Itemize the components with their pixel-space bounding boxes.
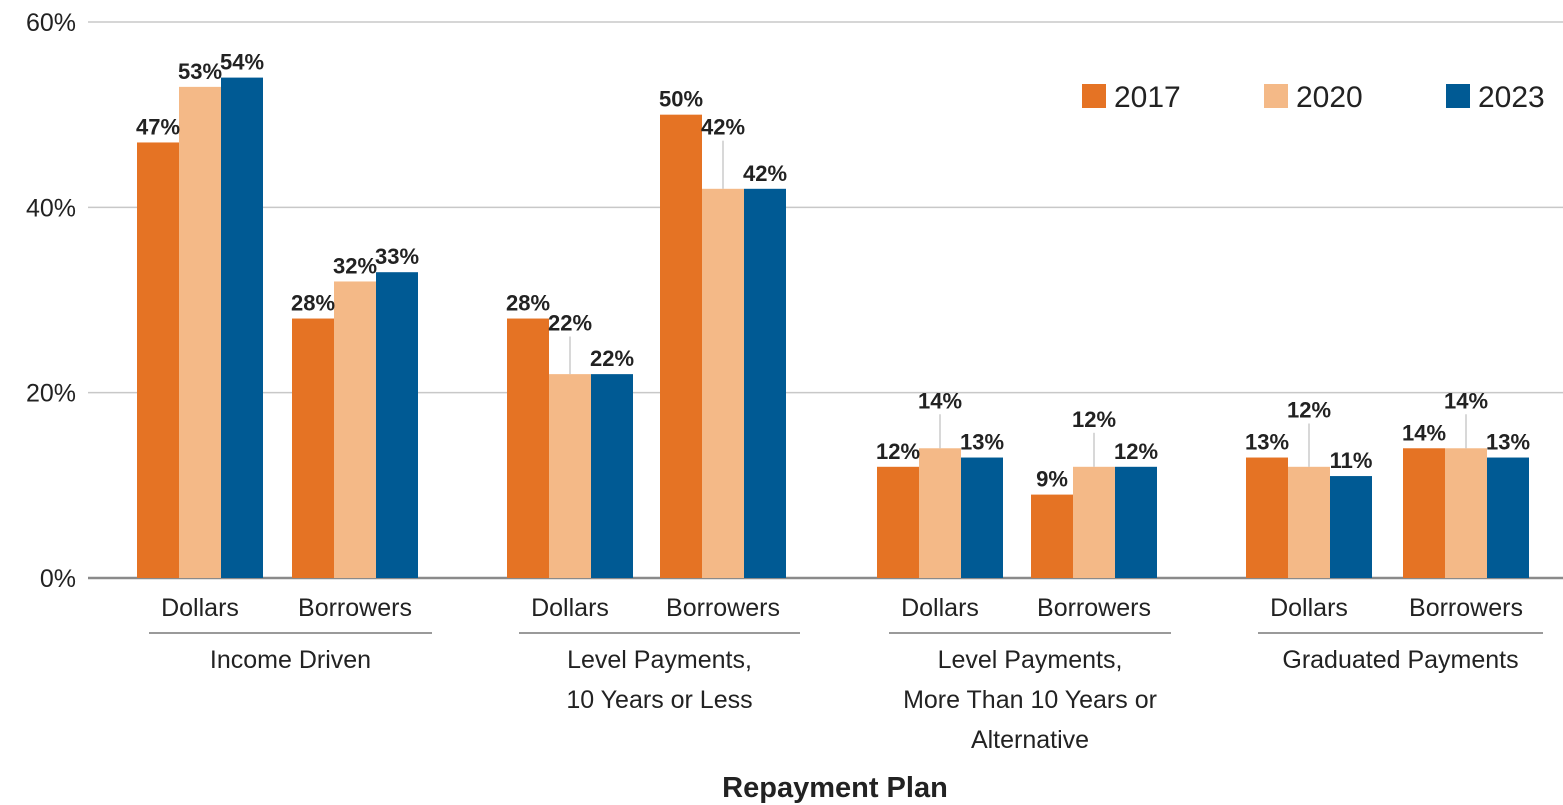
- bar-2017-dollars-g4: [1246, 457, 1288, 578]
- legend-swatch-2023: [1446, 84, 1470, 108]
- x-group-label: 10 Years or Less: [566, 686, 752, 714]
- y-tick-label: 0%: [40, 565, 76, 593]
- bar-2017-dollars-g1: [137, 142, 179, 578]
- x-subcategory-label: Dollars: [1270, 594, 1348, 622]
- bar-2023-dollars-g2: [591, 374, 633, 578]
- y-tick-label: 20%: [26, 380, 76, 408]
- data-label: 53%: [178, 59, 222, 84]
- data-label: 22%: [590, 346, 634, 371]
- x-group-label: More Than 10 Years or: [903, 686, 1157, 714]
- bar-2023-borrowers-g3: [1115, 466, 1157, 578]
- x-group-label: Income Driven: [210, 646, 371, 674]
- data-label: 50%: [659, 87, 703, 112]
- data-label: 12%: [1114, 439, 1158, 464]
- x-group-label: Level Payments,: [938, 646, 1123, 674]
- bar-2023-dollars-g4: [1330, 476, 1372, 578]
- x-subcategory-label: Dollars: [531, 594, 609, 622]
- x-group-label: Alternative: [971, 726, 1089, 754]
- x-subcategory-label: Borrowers: [298, 594, 412, 622]
- data-label: 12%: [1287, 398, 1331, 423]
- bar-2023-dollars-g3: [961, 457, 1003, 578]
- bar-2017-borrowers-g4: [1403, 448, 1445, 578]
- bar-2017-borrowers-g3: [1031, 494, 1073, 578]
- legend-label-2020: 2020: [1296, 81, 1363, 114]
- y-tick-label: 60%: [26, 9, 76, 37]
- x-subcategory-label: Borrowers: [1037, 594, 1151, 622]
- data-label: 22%: [548, 311, 592, 336]
- data-labels: 47%53%54%28%32%33%28%22%22%50%42%42%12%1…: [136, 50, 1530, 492]
- data-label: 42%: [743, 161, 787, 186]
- x-axis: Dollars Borrowers Income Driven Dollars Borr…: [149, 594, 1543, 754]
- bar-2020-dollars-g2: [549, 374, 591, 578]
- legend-label-2017: 2017: [1114, 81, 1181, 114]
- x-subcategory-label: Borrowers: [1409, 594, 1523, 622]
- data-label: 12%: [1072, 407, 1116, 432]
- x-subcategory-label: Dollars: [901, 594, 979, 622]
- bar-2020-borrowers-g4: [1445, 448, 1487, 578]
- x-axis-title: Repayment Plan: [722, 772, 948, 804]
- data-label: 14%: [1402, 420, 1446, 445]
- data-label: 54%: [220, 50, 264, 75]
- data-label: 42%: [701, 115, 745, 140]
- bar-2017-dollars-g3: [877, 466, 919, 578]
- data-label: 12%: [876, 439, 920, 464]
- data-label: 13%: [1486, 430, 1530, 455]
- bar-2020-borrowers-g2: [702, 188, 744, 579]
- legend: 2017 2020 2023: [1082, 81, 1545, 114]
- data-label: 28%: [291, 291, 335, 316]
- bar-2023-dollars-g1: [221, 77, 263, 578]
- x-subcategory-label: Borrowers: [666, 594, 780, 622]
- legend-label-2023: 2023: [1478, 81, 1545, 114]
- data-label: 9%: [1036, 467, 1068, 492]
- bars: [137, 77, 1529, 579]
- data-label: 28%: [506, 291, 550, 316]
- bar-2020-borrowers-g3: [1073, 466, 1115, 578]
- bar-2023-borrowers-g2: [744, 188, 786, 579]
- y-tick-label: 40%: [26, 194, 76, 222]
- bar-2020-dollars-g1: [179, 86, 221, 578]
- bar-2020-dollars-g3: [919, 448, 961, 578]
- bar-2023-borrowers-g4: [1487, 457, 1529, 578]
- data-label: 14%: [1444, 388, 1488, 413]
- bar-2017-borrowers-g2: [660, 114, 702, 579]
- y-axis-ticks: 0% 20% 40% 60%: [26, 9, 76, 593]
- bar-2017-dollars-g2: [507, 318, 549, 578]
- x-group-label: Level Payments,: [567, 646, 752, 674]
- x-group-label: Graduated Payments: [1282, 646, 1518, 674]
- legend-swatch-2017: [1082, 84, 1106, 108]
- bar-2017-borrowers-g1: [292, 318, 334, 578]
- data-label: 14%: [918, 388, 962, 413]
- bar-2023-borrowers-g1: [376, 272, 418, 578]
- bar-2020-dollars-g4: [1288, 466, 1330, 578]
- bar-2020-borrowers-g1: [334, 281, 376, 578]
- data-label: 32%: [333, 253, 377, 278]
- data-label: 33%: [375, 244, 419, 269]
- data-label: 13%: [1245, 430, 1289, 455]
- data-label: 47%: [136, 114, 180, 139]
- data-label: 11%: [1330, 448, 1373, 473]
- x-subcategory-label: Dollars: [161, 594, 239, 622]
- legend-swatch-2020: [1264, 84, 1288, 108]
- data-label: 13%: [960, 430, 1004, 455]
